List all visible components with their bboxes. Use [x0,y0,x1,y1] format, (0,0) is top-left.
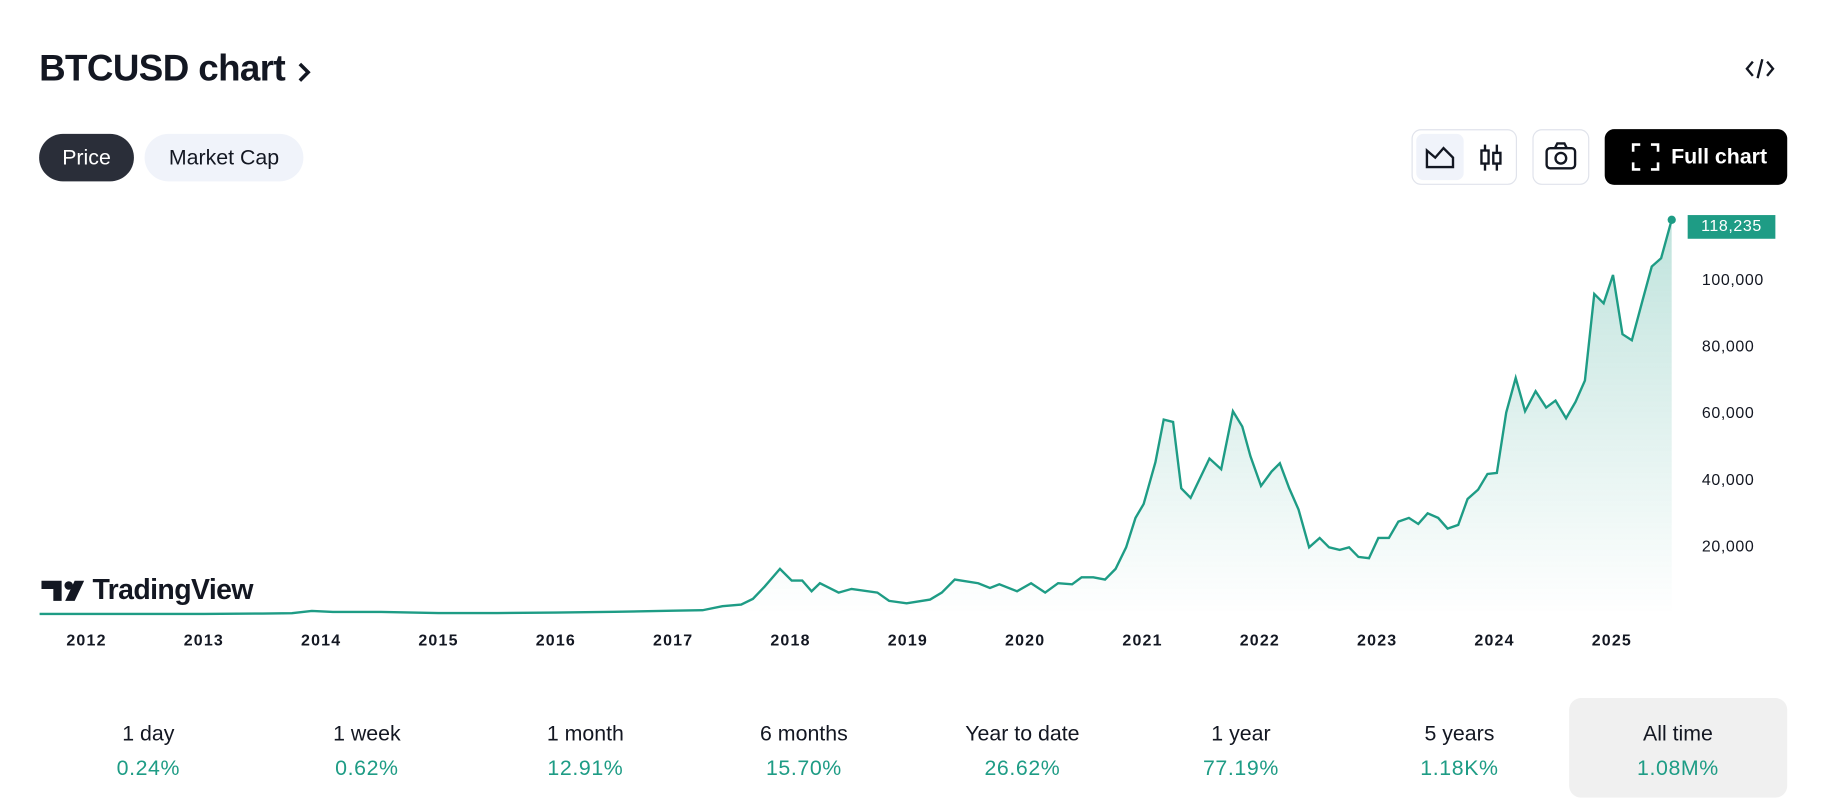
x-tick-label: 2012 [66,632,106,649]
x-tick-label: 2017 [653,632,693,649]
period-label: 1 year [1211,721,1271,746]
camera-icon [1545,142,1577,170]
watermark-logo: TradingView [41,574,255,606]
period-button[interactable]: Year to date 26.62% [913,698,1132,798]
period-label: 6 months [760,721,848,746]
x-tick-label: 2016 [536,632,576,649]
period-value: 12.91% [547,756,624,780]
tab-market-cap[interactable]: Market Cap [144,133,304,182]
chart-style-group [1411,129,1518,185]
value-tag [1687,215,1776,239]
y-tick-label: 80,000 [1702,338,1754,355]
x-tick-label: 2013 [184,632,224,649]
tab-price[interactable]: Price [39,133,134,182]
y-tick-label: 100,000 [1702,272,1764,289]
line [39,219,1673,616]
period-label: 1 day [122,721,175,746]
watermark: TradingView [92,574,254,606]
period-value: 0.62% [335,756,399,780]
period-button[interactable]: 1 month 12.91% [476,698,695,798]
period-button[interactable]: 1 year 77.19% [1132,698,1351,798]
period-label: 5 years [1424,721,1495,746]
x-tick-label: 2021 [1122,632,1162,649]
x-tick-label: 2022 [1240,632,1280,649]
x-tick-label: 2024 [1474,632,1514,649]
area [39,219,1672,614]
x-tick-label: 2014 [301,632,341,649]
period-button[interactable]: 1 week 0.62% [258,698,477,798]
embed-icon[interactable] [1745,56,1776,82]
x-tick-label: 2015 [418,632,458,649]
y-tick-label: 20,000 [1702,538,1754,555]
period-label: Year to date [965,721,1080,746]
line-icon [1425,146,1455,169]
period-button[interactable]: 1 day 0.24% [39,698,258,798]
x-tick-label: 2023 [1357,632,1397,649]
x-tick-label: 2025 [1592,632,1632,649]
period-button[interactable]: All time 1.08M% [1568,698,1788,798]
candle-icon[interactable] [1467,134,1514,180]
last-point [1667,215,1676,224]
title[interactable]: BTCUSD chart [39,47,286,89]
period-value: 15.70% [765,756,842,780]
x-tick-label: 2019 [888,632,928,649]
period-value: 1.18K% [1420,756,1499,780]
value-label: 118,235 [1701,218,1762,235]
period-label: All time [1642,721,1713,746]
period-button[interactable]: 5 years 1.18K% [1350,698,1569,798]
performance-row: 1 day 0.24% 1 week 0.62% 1 month 12.91% 6 mont… [39,698,1788,798]
period-value: 0.24% [116,756,181,780]
period-label: 1 month [546,721,624,746]
period-value: 26.62% [984,756,1061,780]
line-style-button[interactable] [1416,133,1464,181]
period-label: 1 week [333,721,401,746]
x-tick-label: 2018 [770,632,810,649]
full-chart-button[interactable]: Full chart [1604,129,1788,185]
snapshot-button[interactable] [1532,129,1590,185]
period-value: 77.19% [1202,756,1279,780]
y-tick-label: 60,000 [1702,405,1754,422]
period-button[interactable]: 6 months 15.70% [695,698,914,798]
full-chart-label: Full chart [1671,144,1768,169]
chart: TradingView 2012 2013 2014 2015 2016 2017 2018… [39,215,1776,649]
chevron-icon[interactable] [296,60,313,84]
y-tick-label: 40,000 [1702,472,1754,489]
x-tick-label: 2020 [1005,632,1045,649]
period-value: 1.08M% [1637,756,1719,780]
expand-icon [1631,143,1660,171]
